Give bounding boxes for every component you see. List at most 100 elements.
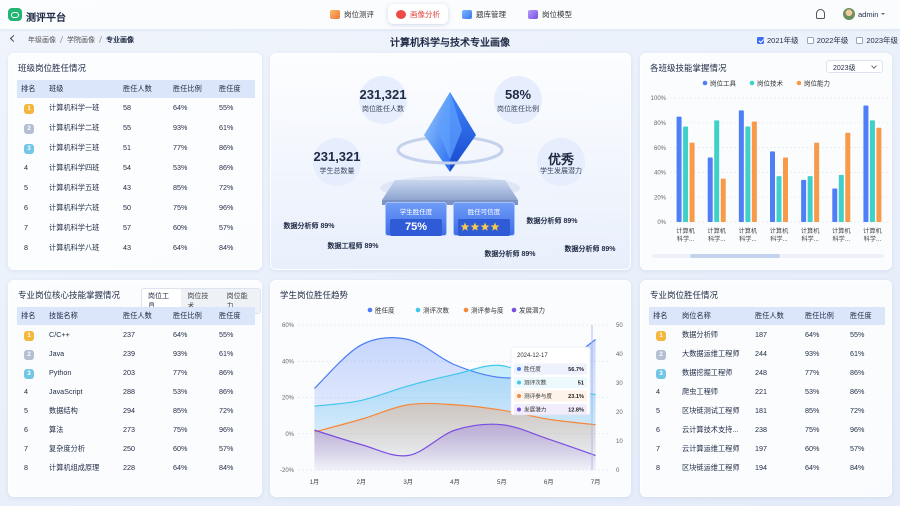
- nav-item[interactable]: 题库管理: [454, 4, 514, 24]
- y-tick-label: 0%: [657, 220, 666, 226]
- y2-tick-label: 40: [616, 352, 623, 358]
- x-tick-label: 计算机科学...: [770, 227, 789, 243]
- stat-label: 岗位胜任比例: [497, 106, 539, 113]
- bar: [801, 179, 807, 222]
- y2-tick-label: 30: [616, 381, 623, 387]
- rank-cell: 2: [17, 344, 45, 363]
- grade-select[interactable]: 2023级: [826, 60, 883, 73]
- x-tick-label: 计算机科学...: [832, 227, 851, 243]
- rank-cell: 1: [649, 325, 678, 344]
- bar: [807, 176, 813, 222]
- nav-label: 画像分析: [410, 9, 440, 19]
- nav-item[interactable]: 画像分析: [388, 4, 448, 24]
- area: [314, 424, 596, 470]
- x-tick-label: 计算机科学...: [801, 227, 820, 243]
- legend-label: 测评次数: [423, 305, 450, 314]
- y-tick-label: 40%: [654, 171, 667, 177]
- nav-label: 岗位测评: [344, 9, 374, 19]
- tooltip-row: [514, 390, 587, 402]
- overview-graphic: [313, 76, 585, 205]
- x-tick-label: 计算机科学...: [707, 227, 726, 243]
- panel-title: 学生岗位胜任趋势: [280, 290, 349, 300]
- tooltip-marker: [517, 367, 521, 371]
- tooltip-row: [514, 363, 587, 375]
- bar: [676, 116, 682, 222]
- bar: [845, 132, 851, 222]
- tooltip-name: 发展潜力: [524, 406, 547, 414]
- table-header: 胜任人数: [119, 80, 169, 98]
- nav-item[interactable]: 岗位测评: [322, 4, 382, 24]
- checkbox: [856, 37, 864, 44]
- tooltip-title: 2024-12-17: [517, 353, 548, 359]
- nav: 岗位测评 画像分析 题库管理 岗位模型: [322, 4, 580, 24]
- y-tick-label: 40%: [282, 359, 295, 365]
- crumb[interactable]: 年级画像: [28, 37, 56, 44]
- nav-item[interactable]: 岗位模型: [520, 4, 580, 24]
- y2-tick-label: 20: [616, 410, 623, 416]
- rank-cell: 1: [17, 325, 45, 344]
- skill-table: 排名 技能名称 胜任人数 胜任比例 胜任度 1 C/C++ 237 64% 55% 2 Java 239…: [17, 307, 255, 477]
- tag: 数据分析师 89%: [526, 218, 578, 225]
- table-header: 胜任比例: [801, 307, 846, 325]
- legend-label: 胜任度: [375, 305, 395, 314]
- job-table: 排名 岗位名称 胜任人数 胜任比例 胜任度 1 数据分析师 187 64% 55% 2 大数据运维工程…: [649, 307, 885, 477]
- legend-marker: [463, 307, 469, 313]
- x-tick-label: 计算机科学...: [676, 227, 695, 243]
- table-header: 胜任度: [215, 80, 255, 98]
- x-tick-label: 7月: [591, 479, 601, 486]
- select-value: 2023级: [833, 65, 856, 72]
- x-tick-label: 3月: [403, 479, 413, 486]
- caret: [881, 13, 885, 17]
- grade-filter: 2021年级 2022年级 2023年级: [757, 35, 898, 46]
- y2-tick-label: 10: [616, 439, 623, 445]
- bar: [838, 174, 844, 222]
- bell-icon[interactable]: [816, 9, 825, 19]
- nav-label: 题库管理: [476, 9, 506, 19]
- user-name[interactable]: admin: [858, 10, 879, 19]
- box-label: 学生胜任度: [399, 209, 433, 216]
- tag: 数据分析师 89%: [283, 223, 335, 230]
- grade-option[interactable]: 2021年级: [757, 35, 799, 46]
- stat-value: 231,321: [359, 87, 407, 102]
- table-header: 排名: [17, 307, 45, 325]
- rank: 3: [24, 144, 34, 154]
- crumb[interactable]: 学院画像: [67, 37, 95, 44]
- table-header: 岗位名称: [678, 307, 751, 325]
- legend-label: 岗位工具: [710, 78, 737, 87]
- rank: 3: [656, 369, 666, 379]
- table-header: 胜任比例: [169, 307, 215, 325]
- stat-label: 学生总数量: [319, 168, 355, 175]
- tooltip-marker: [517, 380, 521, 385]
- avatar[interactable]: [843, 8, 855, 20]
- panel-title: 各班级技能掌握情况: [650, 63, 727, 73]
- logo-icon: [8, 8, 22, 21]
- bar: [783, 157, 788, 222]
- nav-label: 岗位模型: [542, 9, 572, 19]
- table-header: 胜任度: [215, 307, 255, 325]
- rank-cell: 1: [17, 98, 45, 118]
- panel-title: 专业岗位核心技能掌握情况: [18, 290, 121, 300]
- rank-cell: 2: [17, 118, 45, 138]
- star: [490, 222, 500, 231]
- bar: [689, 142, 695, 222]
- grade-option[interactable]: 2023年级: [856, 35, 898, 46]
- grade-label: 2023年级: [866, 36, 899, 45]
- y-tick-label: 20%: [654, 195, 667, 201]
- legend-label: 岗位能力: [804, 78, 830, 87]
- class-panel: 班级岗位胜任情况 排名 班级 胜任人数 胜任比例 胜任度 1 计算机科学一班 58 64% 55%…: [8, 53, 262, 270]
- checkbox: [806, 37, 814, 44]
- tooltip-row: [514, 377, 587, 388]
- y-tick-label: 60%: [654, 146, 667, 152]
- box-label: 胜任可信度: [467, 209, 501, 216]
- nav-icon: [396, 9, 406, 19]
- y-tick-label: 20%: [282, 396, 295, 402]
- grade-option[interactable]: 2022年级: [806, 35, 848, 46]
- job-panel: 专业岗位胜任情况 排名 岗位名称 胜任人数 胜任比例 胜任度 1 数据分析师 187 64% 55…: [640, 280, 892, 497]
- y-tick-label: 100%: [651, 96, 667, 102]
- grade-label: 2021年级: [767, 36, 799, 45]
- tooltip-marker: [517, 407, 521, 412]
- box-value: 75%: [390, 219, 442, 236]
- nav-icon: [330, 9, 340, 19]
